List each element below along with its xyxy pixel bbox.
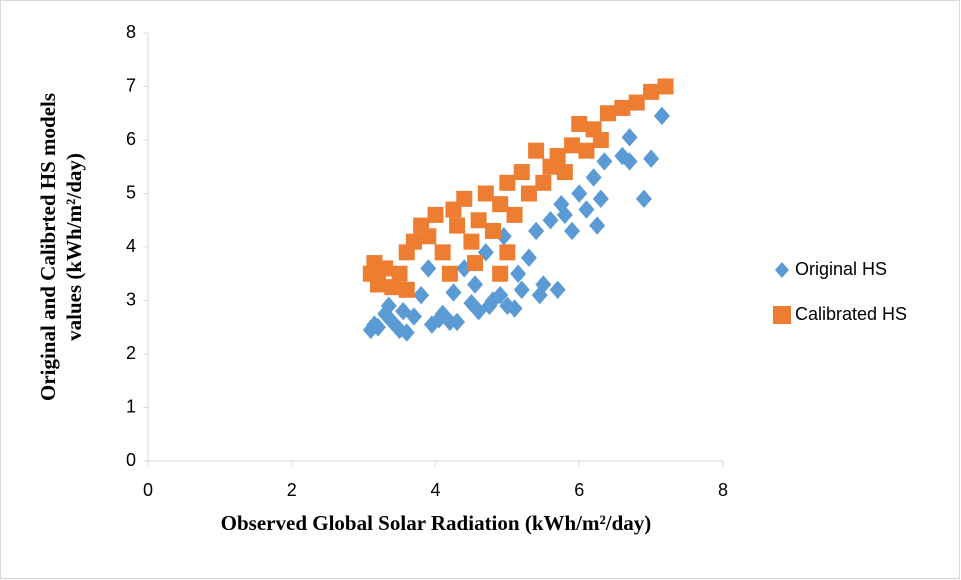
point bbox=[535, 275, 552, 294]
point bbox=[564, 137, 581, 154]
point bbox=[463, 233, 480, 250]
point bbox=[635, 189, 652, 209]
point bbox=[585, 168, 602, 187]
point bbox=[467, 255, 484, 272]
x-axis-label: Observed Global Solar Radiation (kWh/m²/… bbox=[221, 511, 652, 535]
x-tick-label: 4 bbox=[430, 480, 440, 500]
point bbox=[571, 184, 588, 203]
y-axis-label: Original and Calibrted HS models values … bbox=[36, 93, 86, 401]
y-tick-label: 7 bbox=[126, 75, 136, 95]
legend-marker bbox=[775, 261, 789, 279]
point bbox=[449, 312, 466, 332]
point bbox=[377, 260, 394, 277]
point bbox=[621, 152, 638, 171]
point bbox=[492, 285, 509, 305]
point bbox=[499, 244, 516, 261]
x-tick-label: 6 bbox=[574, 480, 584, 500]
point bbox=[370, 318, 386, 337]
point bbox=[643, 83, 660, 100]
point bbox=[657, 78, 674, 95]
point bbox=[571, 115, 588, 132]
point bbox=[370, 276, 386, 293]
point bbox=[513, 280, 530, 299]
point bbox=[506, 299, 523, 318]
point bbox=[445, 283, 462, 302]
point bbox=[384, 279, 401, 296]
point bbox=[427, 206, 444, 223]
point bbox=[413, 285, 430, 305]
point bbox=[520, 185, 537, 202]
y-tick-label: 1 bbox=[126, 396, 136, 416]
point bbox=[506, 206, 523, 223]
y-axis-label-line: Original and Calibrted HS models bbox=[36, 93, 60, 401]
point bbox=[556, 164, 573, 181]
point bbox=[653, 106, 670, 126]
point bbox=[492, 196, 509, 213]
x-tick-label: 2 bbox=[287, 480, 297, 500]
point bbox=[578, 142, 595, 159]
point bbox=[596, 152, 613, 171]
y-tick-label: 3 bbox=[126, 289, 136, 309]
point bbox=[391, 265, 408, 282]
point bbox=[441, 265, 458, 282]
point bbox=[549, 148, 566, 165]
point bbox=[628, 94, 645, 111]
y-tick-label: 8 bbox=[126, 22, 136, 42]
legend-marker bbox=[773, 306, 791, 324]
legend-label: Calibrated HS bbox=[795, 304, 907, 324]
point bbox=[449, 217, 466, 234]
point bbox=[499, 174, 516, 191]
legend-label: Original HS bbox=[795, 259, 887, 279]
point bbox=[492, 265, 509, 282]
point bbox=[510, 264, 527, 283]
point bbox=[643, 149, 660, 168]
point bbox=[621, 128, 638, 147]
point bbox=[380, 296, 397, 316]
point bbox=[592, 132, 609, 148]
point bbox=[420, 259, 437, 278]
point bbox=[405, 233, 422, 250]
point bbox=[470, 212, 487, 229]
point bbox=[456, 190, 473, 207]
point bbox=[614, 99, 631, 116]
y-tick-label: 0 bbox=[126, 450, 136, 470]
point bbox=[467, 275, 484, 294]
point bbox=[589, 216, 606, 235]
point bbox=[578, 200, 595, 219]
y-tick-label: 2 bbox=[126, 343, 136, 363]
point bbox=[405, 307, 422, 326]
point bbox=[549, 280, 566, 299]
point bbox=[528, 221, 545, 241]
point bbox=[556, 205, 573, 225]
point bbox=[564, 221, 581, 241]
y-tick-label: 5 bbox=[126, 182, 136, 202]
point bbox=[520, 248, 537, 267]
point bbox=[528, 142, 545, 159]
y-axis-label-line: values (kWh/m²/day) bbox=[62, 153, 86, 341]
y-tick-label: 4 bbox=[126, 236, 136, 256]
point bbox=[420, 228, 437, 245]
point bbox=[592, 189, 609, 209]
point bbox=[600, 105, 616, 122]
point bbox=[542, 211, 559, 230]
point bbox=[513, 164, 530, 181]
point bbox=[434, 244, 451, 261]
point bbox=[535, 174, 552, 191]
y-tick-label: 6 bbox=[126, 129, 136, 149]
x-tick-label: 0 bbox=[143, 480, 153, 500]
point bbox=[477, 185, 494, 202]
point bbox=[485, 222, 501, 239]
x-tick-label: 8 bbox=[718, 480, 728, 500]
point bbox=[398, 281, 415, 298]
point bbox=[398, 323, 415, 342]
